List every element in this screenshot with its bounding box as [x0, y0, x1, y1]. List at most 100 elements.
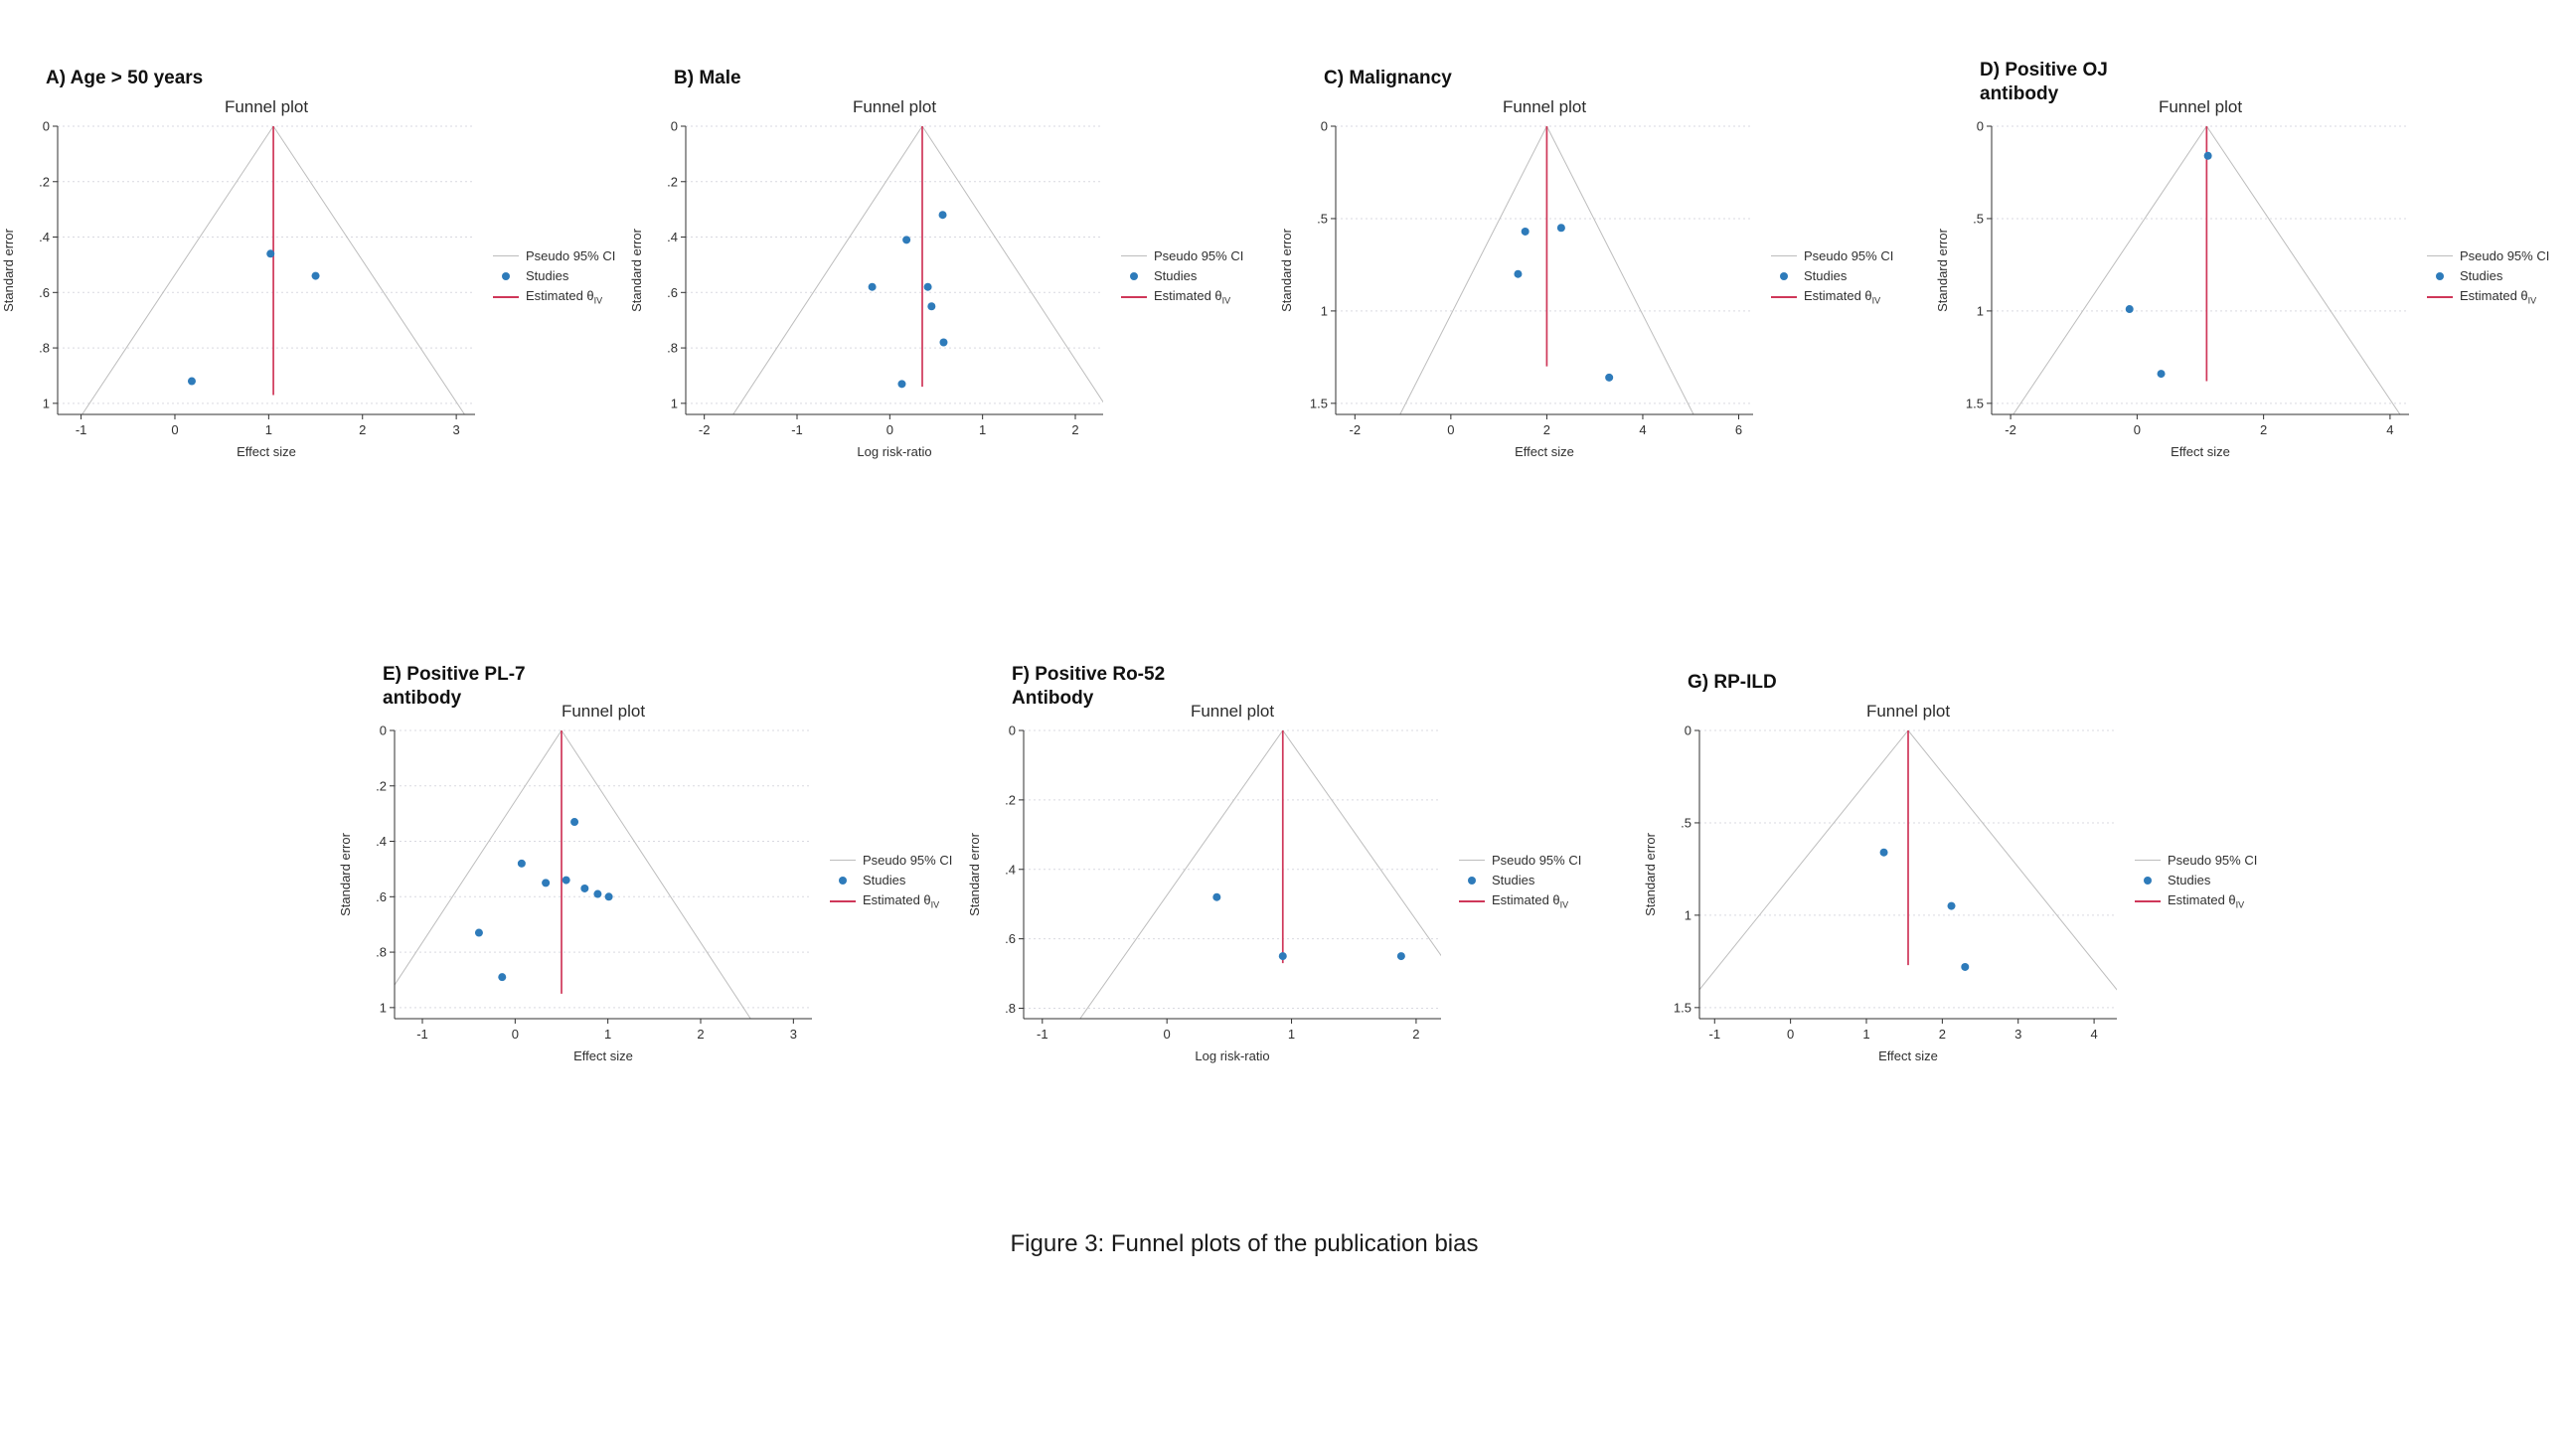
plot-legend: Pseudo 95% CI Studies Estimated θIV: [2427, 248, 2564, 306]
x-axis-label: Effect size: [237, 444, 296, 459]
funnel-ci-line-left: [1399, 126, 1547, 414]
estimate-line-swatch: [1771, 296, 1797, 298]
x-tick-label: 0: [171, 422, 178, 437]
x-tick-label: 0: [1164, 1027, 1171, 1042]
y-tick-label: .2: [39, 174, 50, 189]
x-axis-label: Effect size: [2171, 444, 2230, 459]
legend-label: Pseudo 95% CI: [2460, 248, 2550, 264]
legend-item-pseudo-ci: Pseudo 95% CI: [830, 853, 967, 868]
x-tick-label: -2: [699, 422, 711, 437]
x-tick-label: 0: [1447, 422, 1454, 437]
y-tick-label: .4: [376, 834, 387, 849]
funnel-plot-svg: 0 .5 1 1.5 -2 0 2 4 6 Funnel plot Effect size Stand…: [1279, 97, 1753, 459]
plot-legend: Pseudo 95% CI Studies Estimated θIV: [2135, 853, 2272, 910]
y-tick-label: 0: [380, 724, 387, 738]
ci-line-swatch: [830, 860, 856, 862]
x-tick-label: 1: [265, 422, 272, 437]
funnel-ci-region: [1699, 730, 2117, 991]
y-axis-label: Standard error: [967, 832, 982, 915]
legend-item-estimated: Estimated θIV: [2427, 288, 2564, 306]
legend-item-studies: Studies: [2427, 268, 2564, 283]
study-point: [474, 928, 483, 937]
y-tick-label: .8: [1005, 1001, 1016, 1016]
x-tick-label: 3: [2014, 1027, 2021, 1042]
legend-label: Pseudo 95% CI: [2168, 853, 2258, 869]
panel-label: C) Malignancy: [1324, 68, 1452, 88]
legend-item-pseudo-ci: Pseudo 95% CI: [2427, 248, 2564, 263]
legend-item-studies: Studies: [1459, 873, 1596, 887]
x-tick-label: 6: [1735, 422, 1742, 437]
panel-label: F) Positive Ro-52 Antibody: [1012, 664, 1166, 709]
legend-label: Estimated θIV: [1804, 288, 1881, 306]
funnel-panel-e: E) Positive PL-7 antibody 0 .2 .4 .6 .8 1 -1 0 1…: [337, 657, 973, 1084]
legend-label: Estimated θIV: [1154, 288, 1231, 306]
legend-item-estimated: Estimated θIV: [1459, 892, 1596, 910]
study-point: [2125, 305, 2134, 314]
plot-legend: Pseudo 95% CI Studies Estimated θIV: [830, 853, 967, 910]
study-point: [868, 282, 877, 291]
legend-item-estimated: Estimated θIV: [2135, 892, 2272, 910]
y-tick-label: 0: [1321, 119, 1328, 134]
funnel-ci-region: [1399, 126, 1694, 414]
x-tick-label: -1: [416, 1027, 428, 1042]
study-point: [517, 859, 526, 868]
panel-label: A) Age > 50 years: [46, 68, 204, 88]
y-tick-label: .6: [667, 285, 678, 300]
legend-label: Studies: [2460, 268, 2503, 284]
legend-item-pseudo-ci: Pseudo 95% CI: [493, 248, 630, 263]
study-point: [1605, 373, 1614, 382]
y-tick-label: 0: [1009, 724, 1016, 738]
funnel-plot-svg: 0 .2 .4 .6 .8 1 -2 -1 0 1 2 Funnel plot Log risk-rat…: [629, 97, 1103, 459]
funnel-ci-region: [395, 730, 751, 1019]
plot-title: Funnel plot: [1503, 97, 1586, 116]
legend-label: Studies: [2168, 873, 2211, 888]
y-tick-label: .6: [39, 285, 50, 300]
y-tick-label: 0: [43, 119, 50, 134]
legend-label: Estimated θIV: [863, 892, 940, 910]
estimate-line-swatch: [830, 900, 856, 902]
y-tick-label: 0: [671, 119, 678, 134]
y-tick-label: 0: [1685, 724, 1691, 738]
x-tick-label: 2: [2260, 422, 2267, 437]
plot-title: Funnel plot: [562, 702, 645, 721]
ci-line-swatch: [2135, 860, 2161, 862]
x-axis-label: Log risk-ratio: [1195, 1048, 1269, 1063]
x-axis-label: Log risk-ratio: [857, 444, 931, 459]
x-tick-label: 2: [1939, 1027, 1946, 1042]
legend-label: Pseudo 95% CI: [526, 248, 616, 264]
panel-body: 0 .2 .4 .6 .8 1 -1 0 1 2 3 Funnel plot Effect size St…: [337, 693, 967, 1070]
study-point: [938, 211, 947, 220]
x-tick-label: -1: [1037, 1027, 1048, 1042]
x-tick-label: 2: [1543, 422, 1550, 437]
y-tick-label: .5: [1973, 211, 1984, 226]
y-tick-label: .2: [376, 778, 387, 793]
study-point: [311, 271, 320, 280]
plot-legend: Pseudo 95% CI Studies Estimated θIV: [1459, 853, 1596, 910]
y-axis-label: Standard error: [338, 832, 353, 915]
legend-item-estimated: Estimated θIV: [493, 288, 630, 306]
x-axis-label: Effect size: [1515, 444, 1574, 459]
panel-label: G) RP-ILD: [1688, 672, 1777, 693]
legend-label: Estimated θIV: [526, 288, 603, 306]
y-tick-label: 1: [1685, 907, 1691, 922]
y-tick-label: 1: [1977, 303, 1984, 318]
x-tick-label: 1: [979, 422, 986, 437]
x-tick-label: 1: [1862, 1027, 1869, 1042]
y-axis-label: Standard error: [1, 228, 16, 311]
y-tick-label: .8: [667, 341, 678, 356]
funnel-ci-line-left: [395, 730, 563, 986]
panel-label: D) Positive OJ antibody: [1980, 60, 2108, 104]
legend-item-studies: Studies: [493, 268, 630, 283]
study-dot-swatch: [2144, 876, 2152, 885]
y-tick-label: .4: [1005, 862, 1016, 877]
x-tick-label: 4: [2386, 422, 2393, 437]
y-tick-label: .8: [376, 945, 387, 960]
x-tick-label: 4: [1639, 422, 1646, 437]
study-point: [187, 377, 196, 386]
funnel-ci-region: [81, 126, 465, 414]
funnel-panel-a: A) Age > 50 years 0 .2 .4 .6 .8 1 -1 0 1 2 3 Funnel…: [0, 53, 636, 480]
x-tick-label: -1: [1708, 1027, 1720, 1042]
study-point: [1879, 848, 1888, 857]
legend-item-pseudo-ci: Pseudo 95% CI: [1771, 248, 1908, 263]
x-tick-label: -2: [2005, 422, 2016, 437]
